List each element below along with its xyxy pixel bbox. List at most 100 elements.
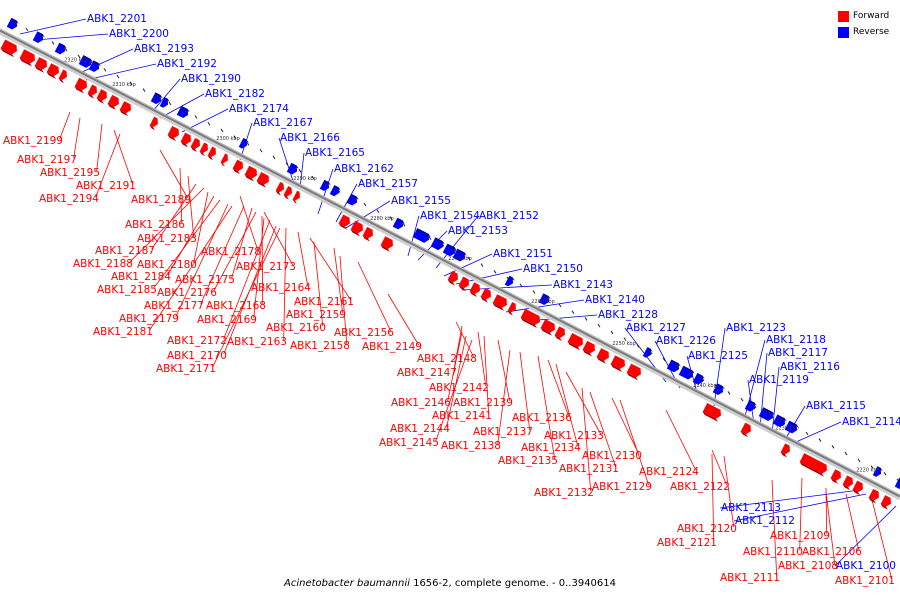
reverse-gene-label[interactable]: ABK1_2151 (493, 248, 553, 260)
reverse-gene-label[interactable]: ABK1_2140 (585, 294, 645, 306)
forward-gene-label[interactable]: ABK1_2169 (197, 314, 257, 326)
forward-gene[interactable] (780, 443, 790, 458)
forward-gene[interactable] (338, 214, 350, 230)
reverse-gene-label[interactable]: ABK1_2174 (229, 103, 289, 115)
forward-gene-label[interactable]: ABK1_2109 (770, 530, 830, 542)
forward-gene[interactable] (362, 226, 373, 242)
reverse-gene-label[interactable]: ABK1_2112 (735, 515, 795, 527)
forward-gene-label[interactable]: ABK1_2178 (201, 246, 261, 258)
reverse-gene[interactable] (678, 365, 695, 380)
forward-gene-label[interactable]: ABK1_2186 (125, 219, 185, 231)
forward-gene-label[interactable]: ABK1_2172 (167, 335, 227, 347)
forward-gene-label[interactable]: ABK1_2147 (397, 367, 457, 379)
forward-gene[interactable] (520, 308, 540, 329)
forward-gene-label[interactable]: ABK1_2194 (39, 193, 99, 205)
forward-gene[interactable] (880, 495, 891, 510)
forward-gene[interactable] (244, 165, 257, 182)
forward-gene-label[interactable]: ABK1_2187 (95, 245, 155, 257)
reverse-gene-label[interactable]: ABK1_2190 (181, 73, 241, 85)
forward-gene-label[interactable]: ABK1_2149 (362, 341, 422, 353)
reverse-gene[interactable] (159, 97, 170, 108)
forward-gene-label[interactable]: ABK1_2131 (559, 463, 619, 475)
forward-gene[interactable] (207, 146, 216, 161)
forward-gene[interactable] (567, 333, 583, 351)
forward-gene[interactable] (46, 63, 59, 79)
forward-gene[interactable] (582, 340, 595, 357)
forward-gene[interactable] (232, 159, 243, 175)
reverse-gene-label[interactable]: ABK1_2123 (726, 322, 786, 334)
forward-gene-label[interactable]: ABK1_2121 (657, 537, 717, 549)
forward-gene[interactable] (149, 116, 158, 131)
forward-gene[interactable] (74, 77, 87, 94)
forward-gene-label[interactable]: ABK1_2106 (802, 546, 862, 558)
forward-gene[interactable] (190, 137, 200, 152)
forward-gene[interactable] (0, 39, 17, 58)
forward-gene-label[interactable]: ABK1_2170 (167, 350, 227, 362)
reverse-gene-label[interactable]: ABK1_2125 (688, 350, 748, 362)
forward-gene-label[interactable]: ABK1_2188 (73, 258, 133, 270)
reverse-gene[interactable] (784, 420, 799, 434)
reverse-gene-label[interactable]: ABK1_2200 (109, 28, 169, 40)
forward-gene-label[interactable]: ABK1_2160 (266, 322, 326, 334)
forward-gene[interactable] (852, 480, 863, 496)
reverse-gene-label[interactable]: ABK1_2114 (842, 416, 900, 428)
forward-gene[interactable] (740, 422, 751, 438)
reverse-gene[interactable] (238, 137, 249, 149)
reverse-gene[interactable] (642, 347, 653, 358)
forward-gene-label[interactable]: ABK1_2179 (119, 313, 179, 325)
reverse-gene-label[interactable]: ABK1_2100 (836, 560, 896, 572)
reverse-gene-label[interactable]: ABK1_2192 (157, 58, 217, 70)
forward-gene-label[interactable]: ABK1_2108 (778, 560, 838, 572)
forward-gene[interactable] (96, 89, 107, 104)
forward-gene[interactable] (119, 101, 131, 117)
forward-gene[interactable] (469, 282, 480, 297)
forward-gene-label[interactable]: ABK1_2129 (592, 481, 652, 493)
forward-gene[interactable] (554, 326, 565, 341)
reverse-gene-label[interactable]: ABK1_2113 (721, 502, 781, 514)
reverse-gene-label[interactable]: ABK1_2153 (448, 225, 508, 237)
forward-gene[interactable] (492, 294, 507, 311)
reverse-gene[interactable] (6, 17, 19, 30)
reverse-gene[interactable] (744, 399, 757, 412)
reverse-gene[interactable] (329, 185, 341, 197)
forward-gene[interactable] (830, 469, 841, 484)
forward-gene-label[interactable]: ABK1_2139 (453, 397, 513, 409)
reverse-gene-label[interactable]: ABK1_2167 (253, 117, 313, 129)
reverse-gene-label[interactable]: ABK1_2116 (780, 361, 840, 373)
reverse-gene[interactable] (712, 383, 725, 396)
forward-gene-label[interactable]: ABK1_2120 (677, 523, 737, 535)
reverse-gene[interactable] (758, 407, 775, 421)
forward-gene-label[interactable]: ABK1_2180 (137, 259, 197, 271)
reverse-gene-label[interactable]: ABK1_2119 (749, 374, 809, 386)
reverse-gene[interactable] (32, 31, 45, 43)
forward-gene-label[interactable]: ABK1_2168 (206, 300, 266, 312)
reverse-gene-label[interactable]: ABK1_2193 (134, 43, 194, 55)
reverse-gene-label[interactable]: ABK1_2157 (358, 178, 418, 190)
reverse-gene-label[interactable]: ABK1_2128 (598, 309, 658, 321)
forward-gene-label[interactable]: ABK1_2175 (175, 274, 235, 286)
forward-gene[interactable] (702, 402, 721, 422)
reverse-gene[interactable] (346, 193, 359, 206)
reverse-gene-label[interactable]: ABK1_2201 (87, 13, 147, 25)
reverse-gene[interactable] (392, 217, 405, 230)
forward-gene[interactable] (842, 475, 853, 491)
reverse-gene[interactable] (430, 237, 445, 251)
reverse-gene-label[interactable]: ABK1_2115 (806, 400, 866, 412)
reverse-gene[interactable] (286, 162, 299, 175)
reverse-gene[interactable] (442, 243, 457, 257)
reverse-gene[interactable] (150, 92, 163, 105)
forward-gene[interactable] (58, 69, 67, 84)
forward-gene[interactable] (380, 236, 393, 252)
forward-gene-label[interactable]: ABK1_2124 (639, 466, 699, 478)
forward-gene[interactable] (275, 181, 284, 196)
forward-gene-label[interactable]: ABK1_2163 (227, 336, 287, 348)
forward-gene-label[interactable]: ABK1_2101 (835, 575, 895, 587)
forward-gene[interactable] (87, 84, 97, 99)
forward-gene-label[interactable]: ABK1_2122 (670, 481, 730, 493)
forward-gene-label[interactable]: ABK1_2183 (137, 233, 197, 245)
forward-gene[interactable] (19, 49, 35, 67)
forward-gene-label[interactable]: ABK1_2176 (157, 287, 217, 299)
forward-gene-label[interactable]: ABK1_2189 (131, 194, 191, 206)
reverse-gene-label[interactable]: ABK1_2155 (391, 195, 451, 207)
forward-gene-label[interactable]: ABK1_2159 (286, 309, 346, 321)
